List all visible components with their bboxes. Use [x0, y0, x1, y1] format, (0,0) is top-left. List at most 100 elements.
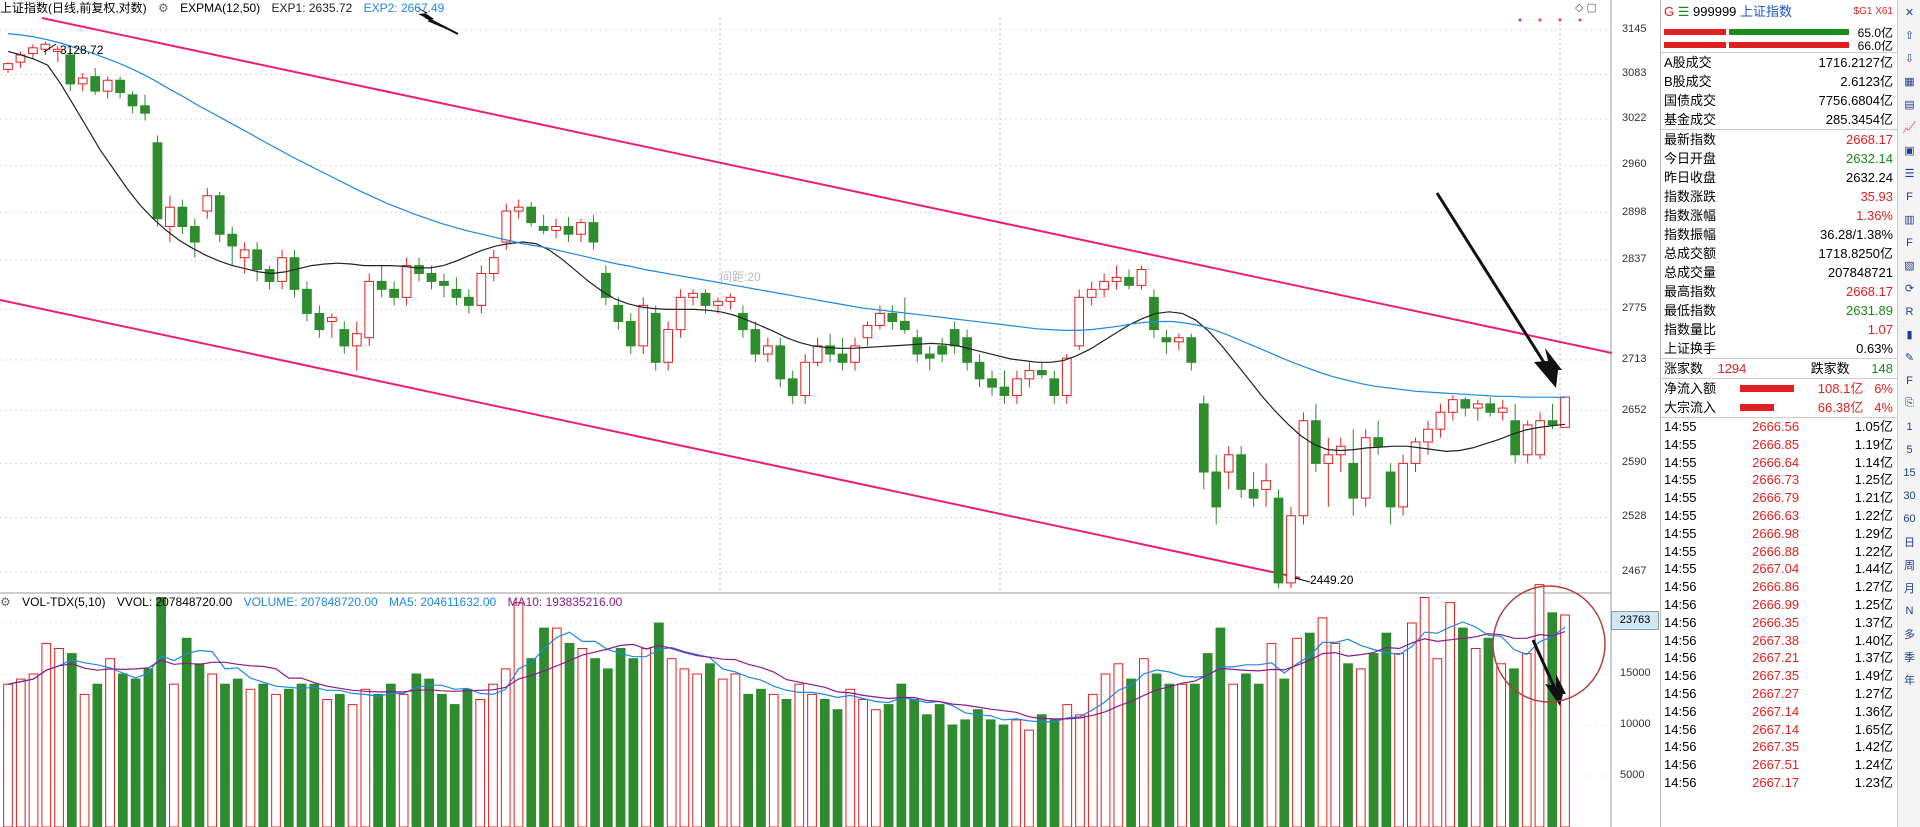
candle-body	[577, 223, 586, 235]
candle-body	[1262, 481, 1271, 490]
diamond-icon[interactable]: ◇	[1575, 2, 1583, 14]
dot	[1559, 19, 1562, 22]
tick-row[interactable]: 14:55 2666.85 1.19亿	[1661, 436, 1897, 454]
tick-row[interactable]: 14:56 2667.35 1.42亿	[1661, 738, 1897, 756]
tick-row[interactable]: 14:55 2667.04 1.44亿	[1661, 560, 1897, 578]
f2-icon[interactable]: F	[1899, 232, 1920, 253]
export-icon[interactable]: ⎘	[1899, 393, 1920, 414]
tick-row[interactable]: 14:56 2667.14 1.65亿	[1661, 721, 1897, 739]
indicator-name[interactable]: EXPMA(12,50)	[180, 1, 260, 15]
restore-icon[interactable]: ▢	[1587, 2, 1597, 14]
tick-row[interactable]: 14:55 2666.64 1.14亿	[1661, 454, 1897, 472]
volume-bar	[438, 694, 447, 827]
candle-body	[1100, 281, 1109, 289]
candle-body	[390, 289, 399, 297]
candle-body	[1274, 498, 1283, 583]
pencil-icon[interactable]: ✎	[1899, 347, 1920, 368]
period-button[interactable]: 60	[1899, 508, 1920, 529]
volume-bar	[1076, 715, 1085, 827]
tick-row[interactable]: 14:56 2667.35 1.49亿	[1661, 667, 1897, 685]
exp2-value: EXP2: 2667.49	[364, 1, 445, 15]
arrow-down-icon[interactable]: ⇩	[1899, 48, 1920, 69]
vol-indicator-name[interactable]: VOL-TDX(5,10)	[22, 595, 105, 609]
tick-row[interactable]: 14:56 2667.27 1.27亿	[1661, 685, 1897, 703]
tick-list[interactable]: 14:55 2666.56 1.05亿 14:55 2666.85 1.19亿 14:55 2…	[1661, 418, 1897, 792]
tick-volume: 1.19亿	[1855, 436, 1893, 454]
close-icon[interactable]: ✕	[1899, 2, 1920, 23]
tick-row[interactable]: 14:56 2666.86 1.27亿	[1661, 578, 1897, 596]
tick-row[interactable]: 14:56 2667.21 1.37亿	[1661, 649, 1897, 667]
layout-icon[interactable]: ▥	[1899, 209, 1920, 230]
candle-body	[689, 293, 698, 297]
fs-icon[interactable]: F	[1899, 370, 1920, 391]
tick-price: 2666.73	[1752, 471, 1799, 489]
stack-icon[interactable]: ▧	[1899, 255, 1920, 276]
trend-icon[interactable]: 📈	[1899, 117, 1920, 138]
tick-row[interactable]: 14:56 2666.35 1.37亿	[1661, 614, 1897, 632]
volume-bar	[93, 684, 102, 827]
tick-row[interactable]: 14:55 2666.88 1.22亿	[1661, 543, 1897, 561]
period-button[interactable]: 多	[1899, 623, 1920, 644]
symbol-name[interactable]: 上证指数	[1740, 4, 1792, 19]
volume-price-tag: 23763	[1611, 611, 1659, 630]
gear-icon[interactable]: ⚙	[0, 595, 11, 609]
period-button[interactable]: 日	[1899, 531, 1920, 552]
down-count: 148	[1871, 361, 1893, 376]
tick-row[interactable]: 14:55 2666.73 1.25亿	[1661, 471, 1897, 489]
index-stat-row: 最低指数 2631.89	[1661, 301, 1897, 320]
window-icon[interactable]: ▣	[1899, 140, 1920, 161]
period-button[interactable]: 5	[1899, 439, 1920, 460]
rss-icon[interactable]: R	[1899, 301, 1920, 322]
tick-row[interactable]: 14:56 2667.51 1.24亿	[1661, 756, 1897, 774]
arrow-up-icon[interactable]: ⇧	[1899, 25, 1920, 46]
stat-value: 1.07	[1868, 320, 1893, 339]
tick-row[interactable]: 14:56 2667.14 1.36亿	[1661, 703, 1897, 721]
period-button[interactable]: 1	[1899, 416, 1920, 437]
volume-bar	[284, 689, 293, 827]
tick-volume: 1.21亿	[1855, 489, 1893, 507]
tick-row[interactable]: 14:56 2667.38 1.40亿	[1661, 632, 1897, 650]
gear-icon[interactable]: ⚙	[158, 1, 169, 15]
bar-red-2	[1664, 42, 1726, 48]
volume-bars	[4, 585, 1570, 827]
net-inflow-bar	[1740, 385, 1794, 392]
block-inflow-bar	[1740, 404, 1774, 411]
volume-bar	[335, 694, 344, 827]
symbol-row[interactable]: G ☰ 999999 上证指数 $G1 X61	[1661, 0, 1897, 24]
period-button[interactable]: 15	[1899, 462, 1920, 483]
tick-time: 14:56	[1664, 721, 1697, 739]
list-icon[interactable]: ☰	[1899, 163, 1920, 184]
volume-bar	[1433, 659, 1442, 827]
candle-body	[415, 266, 424, 274]
period-button[interactable]: 月	[1899, 577, 1920, 598]
tick-volume: 1.44亿	[1855, 560, 1893, 578]
chart-title[interactable]: 上证指数(日线,前复权,对数)	[0, 1, 147, 15]
tick-row[interactable]: 14:56 2666.99 1.25亿	[1661, 596, 1897, 614]
period-button[interactable]: 年	[1899, 669, 1920, 690]
tick-row[interactable]: 14:56 2667.17 1.23亿	[1661, 774, 1897, 792]
tick-price: 2667.17	[1752, 774, 1799, 792]
period-button[interactable]: 季	[1899, 646, 1920, 667]
tick-row[interactable]: 14:55 2666.98 1.29亿	[1661, 525, 1897, 543]
candle-body	[365, 281, 374, 337]
tick-row[interactable]: 14:55 2666.63 1.22亿	[1661, 507, 1897, 525]
period-button[interactable]: N	[1899, 600, 1920, 621]
kline-svg[interactable]	[0, 0, 1612, 827]
refresh-icon[interactable]: ⟳	[1899, 278, 1920, 299]
candle-body	[66, 55, 75, 84]
volume-bar	[361, 689, 370, 827]
stat-value: 2668.17	[1846, 130, 1893, 149]
kline-chart-area[interactable]: 上证指数(日线,前复权,对数) ⚙ EXPMA(12,50) EXP1: 263…	[0, 0, 1612, 827]
candle-body	[788, 379, 797, 396]
grid-icon[interactable]: ▤	[1899, 94, 1920, 115]
pin-icon[interactable]: ▮	[1899, 324, 1920, 345]
period-button[interactable]: 周	[1899, 554, 1920, 575]
tick-row[interactable]: 14:55 2666.56 1.05亿	[1661, 418, 1897, 436]
candle-body	[1199, 404, 1208, 472]
tick-row[interactable]: 14:55 2666.79 1.21亿	[1661, 489, 1897, 507]
f10-icon[interactable]: F	[1899, 186, 1920, 207]
period-button[interactable]: 30	[1899, 485, 1920, 506]
menu-icon[interactable]: ☰	[1678, 4, 1690, 19]
chart-icon[interactable]: ▦	[1899, 71, 1920, 92]
stat-label: 指数涨跌	[1664, 187, 1716, 206]
